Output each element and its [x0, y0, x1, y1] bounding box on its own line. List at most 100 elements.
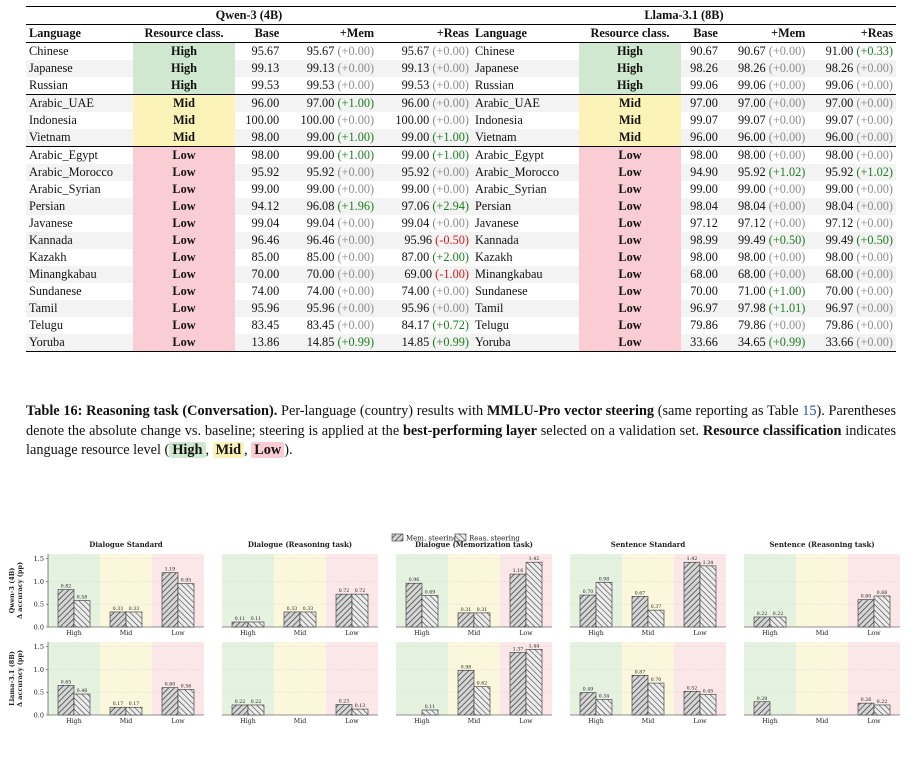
cell-delta: (+0.00) — [768, 61, 806, 75]
category-band — [744, 554, 796, 627]
cell-delta: (+0.00) — [768, 267, 806, 281]
cell-language: Javanese — [474, 216, 519, 230]
bar-mem — [109, 706, 127, 716]
cell-base: 70.00 — [234, 266, 283, 283]
category-band — [848, 642, 900, 715]
cell-value: 99.00 — [401, 182, 430, 196]
cell-language: Vietnam — [26, 129, 134, 147]
cell-value: 98.00 — [737, 148, 766, 162]
cell-delta: (+0.50) — [768, 233, 806, 247]
bar-reas — [247, 704, 265, 716]
bar-reas — [699, 694, 717, 716]
cell-delta: (+0.00) — [337, 216, 375, 230]
cell-delta: (+0.00) — [856, 318, 893, 332]
cell-value: 99.07 — [825, 113, 854, 127]
col-resource: Resource class. — [144, 26, 224, 40]
cell-value: 69.00 — [404, 267, 433, 281]
cell-mem: 98.00 (+0.00) — [720, 146, 809, 164]
y-tick-label: 0.0 — [34, 712, 44, 720]
cell-value: 98.26 — [825, 61, 854, 75]
bar-reas — [177, 689, 195, 716]
x-tick-label: High — [240, 630, 256, 637]
bar-mem — [753, 616, 771, 628]
cell-resource: Low — [579, 249, 681, 266]
cell-reas: 99.00 (+1.00) — [377, 146, 472, 164]
cell-base: 33.66 — [680, 334, 721, 352]
cell-mem: 99.49 (+0.50) — [720, 232, 809, 249]
cell-mem: 99.00 (+1.00) — [282, 129, 378, 147]
bar-data-label: 0.46 — [77, 688, 88, 694]
cell-mem: 99.00 (+0.00) — [282, 181, 377, 198]
cell-delta: (+0.00) — [856, 335, 893, 349]
bar-reas — [873, 704, 891, 716]
cell-base: 100.00 — [245, 113, 280, 127]
bar-data-label: 0.22 — [251, 699, 262, 705]
cell-reas: 70.00 (+0.00) — [808, 283, 896, 300]
bar-data-label: 1.16 — [513, 568, 524, 574]
cell-delta: (+0.00) — [856, 96, 893, 110]
cell-value: 96.00 — [825, 130, 854, 144]
cell-base: 99.04 — [251, 216, 280, 230]
cell-value: 70.00 — [306, 267, 335, 281]
table-body: Chinese High 95.67 95.67 (+0.00) 95.67 (+0.0… — [26, 42, 896, 352]
cell-value: 99.00 — [737, 182, 766, 196]
cell-value: 79.86 — [737, 318, 766, 332]
cell-value: 85.00 — [306, 250, 335, 264]
cell-language: Yoruba — [471, 334, 580, 352]
cell-delta: (+1.00) — [337, 130, 375, 144]
bar-data-label: 0.31 — [477, 607, 488, 613]
bar-mem — [631, 596, 649, 628]
badge-low: Low — [251, 442, 285, 458]
cell-value: 95.96 — [401, 301, 430, 315]
cell-resource: Low — [133, 283, 235, 300]
cell-delta: (+0.00) — [768, 318, 806, 332]
cell-resource: Low — [133, 198, 235, 215]
x-tick-label: High — [414, 718, 430, 725]
cell-value: 96.00 — [737, 130, 766, 144]
cell-reas: 95.92 (+1.02) — [808, 164, 896, 181]
cell-base: 90.67 — [680, 42, 721, 60]
cell-delta: (+0.00) — [856, 78, 893, 92]
bar-data-label: 0.56 — [181, 683, 192, 689]
bar-mem — [335, 704, 353, 716]
cell-mem: 98.26 (+0.00) — [720, 60, 809, 77]
cell-delta: (+0.00) — [856, 113, 893, 127]
x-tick-label: Low — [693, 718, 707, 725]
cell-value: 74.00 — [401, 284, 430, 298]
cell-value: 99.00 — [401, 148, 430, 162]
cell-language: Persian — [471, 198, 580, 215]
x-tick-label: Low — [519, 630, 533, 637]
cell-value: 98.00 — [825, 250, 854, 264]
cell-base: 96.46 — [234, 232, 283, 249]
bar-mem — [161, 572, 179, 628]
cell-mem: 99.13 (+0.00) — [282, 60, 378, 77]
bar-mem — [109, 611, 127, 628]
cell-value: 100.00 — [395, 113, 430, 127]
cell-resource: Low — [579, 317, 681, 334]
bar-reas — [525, 649, 543, 716]
bar-reas — [73, 693, 91, 716]
cell-delta: (+2.94) — [432, 199, 469, 213]
cell-delta: (+0.99) — [337, 335, 375, 349]
x-tick-label: Low — [867, 630, 881, 637]
chart-legend: Mem. steering Reas. steering — [391, 533, 520, 543]
category-band — [100, 642, 152, 715]
cell-resource: Low — [579, 164, 681, 181]
cell-delta: (+0.99) — [432, 335, 469, 349]
x-tick-label: Mid — [642, 630, 655, 637]
table-row: Russian High 99.53 99.53 (+0.00) 99.53 (+0.0… — [26, 77, 896, 95]
bar-reas — [473, 686, 491, 716]
cell-base: 98.00 — [690, 250, 718, 264]
caption-text: ). Parentheses denote the absolute chang… — [26, 403, 897, 439]
bar-mem — [457, 669, 475, 716]
cell-resource: High — [579, 77, 681, 95]
bar-data-label: 0.37 — [651, 604, 662, 610]
cell-base: 96.00 — [680, 129, 721, 147]
cell-value: 95.92 — [306, 165, 335, 179]
table-ref-link[interactable]: 15 — [802, 403, 817, 419]
cell-value: 98.00 — [825, 148, 854, 162]
cell-value: 98.04 — [825, 199, 854, 213]
bar-mem — [161, 687, 179, 716]
bar-mem — [857, 599, 875, 628]
category-band — [222, 554, 274, 627]
